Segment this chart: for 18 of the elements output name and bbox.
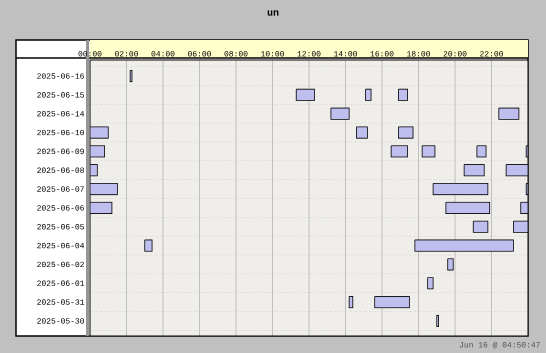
- bar: [330, 108, 350, 120]
- bar: [498, 108, 520, 120]
- bar: [348, 296, 354, 308]
- bar: [390, 145, 408, 158]
- chart-title: un: [268, 10, 278, 16]
- bar: [356, 126, 368, 139]
- bar: [445, 202, 490, 214]
- bar: [414, 240, 514, 252]
- bar: [447, 258, 454, 270]
- bar: [472, 220, 488, 233]
- bar: [464, 164, 485, 176]
- bar: [296, 88, 315, 101]
- bar: [427, 277, 434, 290]
- bar: [432, 183, 488, 196]
- bar: [365, 88, 372, 101]
- bar: [374, 296, 410, 308]
- bar: [144, 240, 152, 252]
- bar: [476, 145, 486, 158]
